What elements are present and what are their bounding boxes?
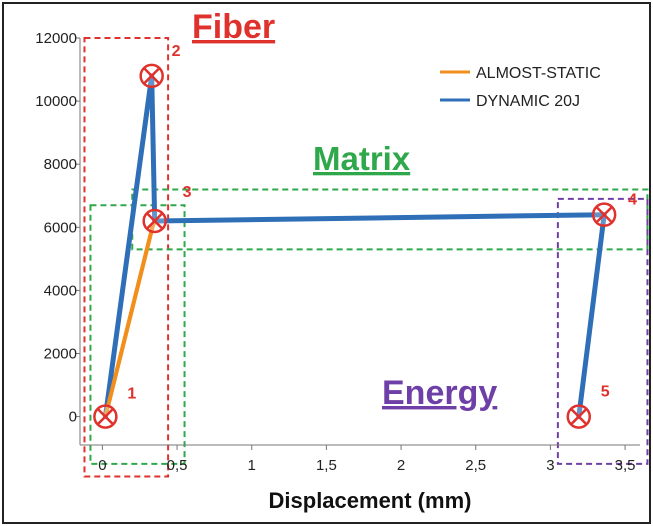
axes: 0 2000 4000 6000 8000 10000 12000 0 0,5 1 1,5 2 2,5 3…	[35, 30, 640, 474]
marker-cross-b	[96, 408, 114, 426]
matrix-label: Matrix	[313, 140, 411, 177]
marker-4: 4	[591, 192, 637, 227]
marker-cross-b	[570, 408, 588, 426]
fiber-label: Fiber	[192, 8, 275, 46]
marker-cross-b	[595, 206, 613, 224]
marker-label: 4	[628, 192, 637, 209]
x-axis-title: Displacement (mm)	[269, 488, 472, 513]
marker-label: 3	[183, 184, 192, 201]
series-layer	[102, 73, 607, 420]
marker-cross-b	[143, 67, 161, 85]
marker-cross-b	[146, 212, 164, 230]
energy-label: Energy	[382, 374, 497, 412]
marker-label: 2	[172, 43, 181, 60]
energy-region-box	[556, 197, 649, 465]
labels-layer: Fiber Matrix Energy	[192, 8, 497, 412]
marker-2: 2	[139, 43, 181, 89]
legend-label: ALMOST-STATIC	[476, 65, 601, 82]
x-tick-label: 3,5	[615, 457, 636, 474]
marker-label: 1	[127, 386, 136, 403]
x-tick-label: 1	[248, 457, 256, 474]
y-tick-label: 8000	[44, 156, 77, 173]
x-tick-label: 0,5	[167, 457, 188, 474]
x-tick-label: 0	[98, 457, 106, 474]
marker-5: 5	[566, 384, 610, 429]
legend-label: DYNAMIC 20J	[476, 93, 580, 110]
fiber-region-box	[83, 37, 170, 478]
matrix-region-box	[89, 204, 186, 465]
y-tick-label: 4000	[44, 282, 77, 299]
marker-1: 1	[93, 386, 136, 429]
y-tick-label: 12000	[35, 30, 77, 47]
markers-layer: 1 2 3 4 5	[93, 43, 637, 429]
y-tick-label: 6000	[44, 219, 77, 236]
y-tick-label: 2000	[44, 346, 77, 363]
x-tick-label: 1,5	[316, 457, 337, 474]
legend: ALMOST-STATIC DYNAMIC 20J	[440, 65, 601, 110]
series-line-almost-static-overlay	[103, 222, 156, 419]
x-tick-label: 2	[397, 457, 405, 474]
series-line-dynamic-20j	[102, 73, 607, 420]
marker-label: 5	[601, 384, 610, 401]
x-tick-label: 3	[546, 457, 554, 474]
x-tick-label: 2,5	[465, 457, 486, 474]
marker-3: 3	[142, 184, 192, 234]
y-tick-label: 10000	[35, 93, 77, 110]
y-tick-label: 0	[69, 409, 77, 426]
